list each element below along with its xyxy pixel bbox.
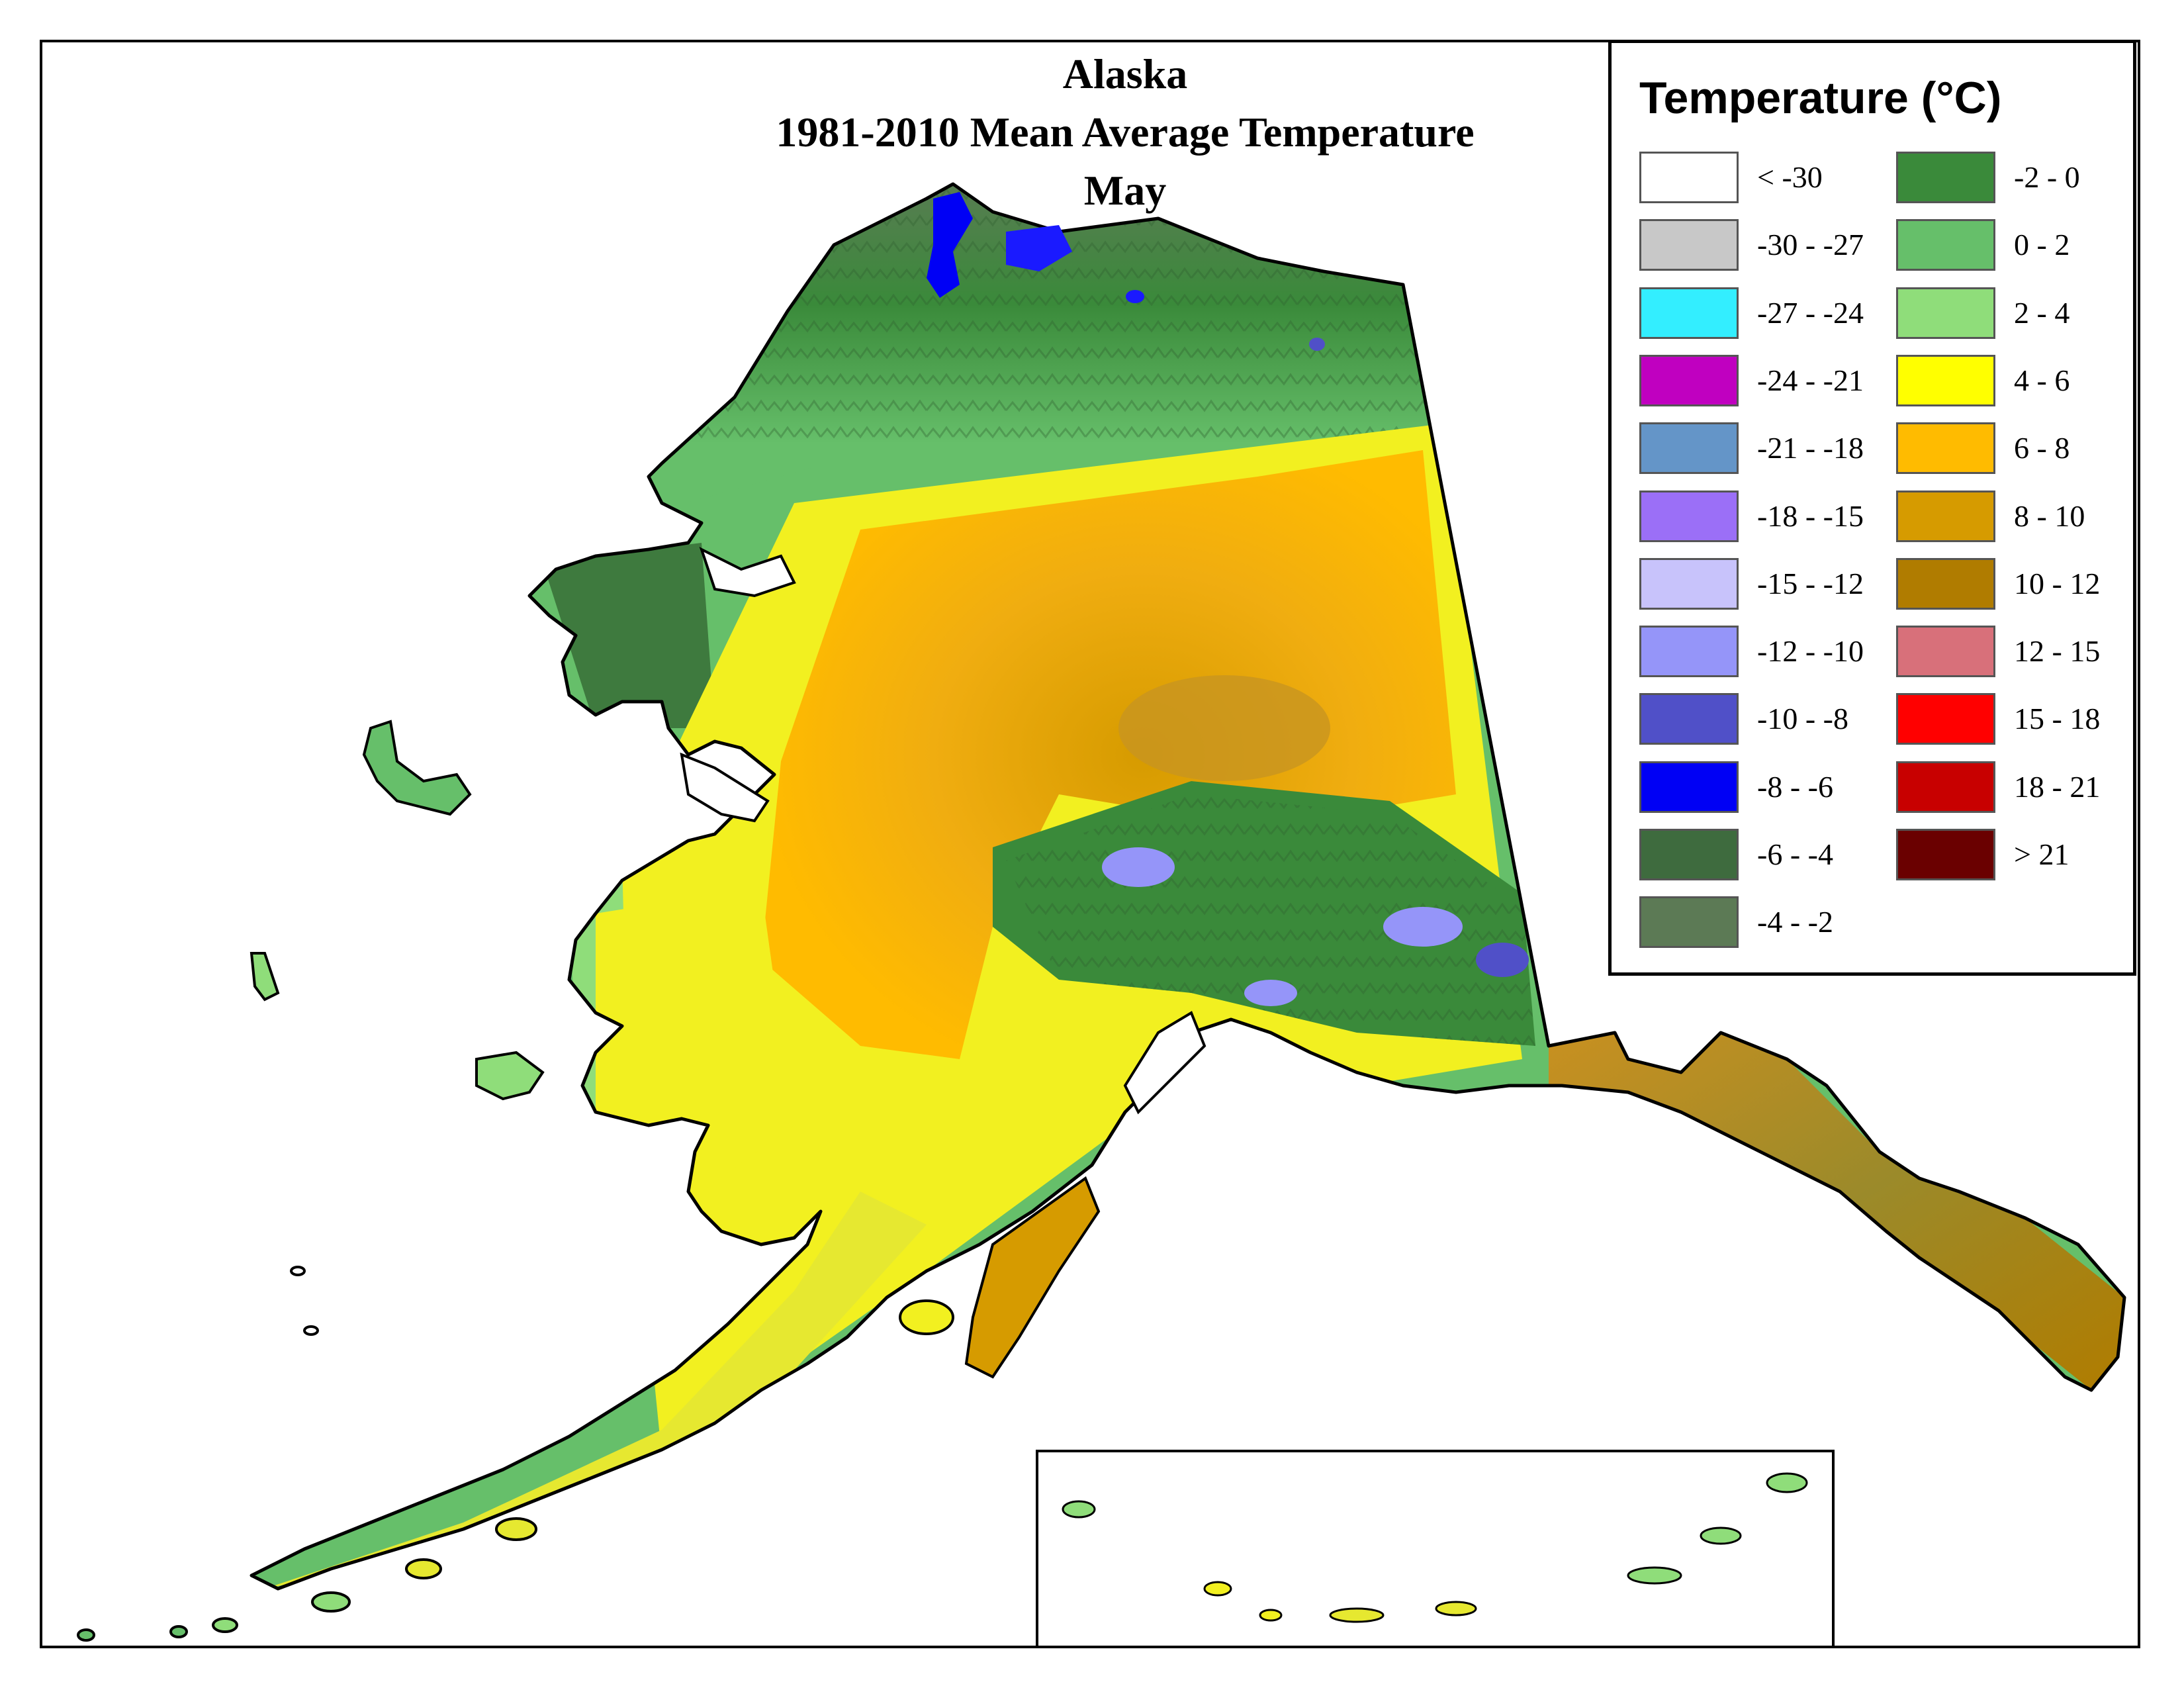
legend-swatch <box>1639 693 1739 745</box>
legend-label: -4 - -2 <box>1757 905 1833 939</box>
legend-label: -18 - -15 <box>1757 498 1864 533</box>
map-title: Alaska 1981-2010 Mean Average Temperatur… <box>662 45 1588 220</box>
title-line-region: Alaska <box>1062 50 1188 97</box>
legend-swatch <box>1896 422 1995 475</box>
legend-label: -2 - 0 <box>2014 160 2080 194</box>
aleutian-inset-box <box>1036 1450 1835 1648</box>
legend-title: Temperature (°C) <box>1639 73 2002 123</box>
inlets <box>680 547 1206 1115</box>
legend-label: 10 - 12 <box>2014 566 2101 600</box>
legend-label: -8 - -6 <box>1757 769 1833 804</box>
legend-label: -12 - -10 <box>1757 634 1864 669</box>
legend-swatch <box>1639 490 1739 542</box>
legend-label: < -30 <box>1757 160 1823 194</box>
st-lawrence-island <box>362 720 472 816</box>
legend-swatch <box>1639 219 1739 271</box>
legend-label: -6 - -4 <box>1757 837 1833 871</box>
legend-swatch <box>1639 287 1739 339</box>
legend-label: 8 - 10 <box>2014 498 2085 533</box>
islands <box>77 720 1101 1642</box>
legend-swatch <box>1896 829 1995 880</box>
legend-swatch <box>1896 693 1995 745</box>
legend-swatch <box>1639 422 1739 475</box>
legend-swatch <box>1639 354 1739 406</box>
title-line-period: 1981-2010 Mean Average Temperature <box>776 109 1475 156</box>
legend-swatch <box>1639 557 1739 610</box>
title-line-month: May <box>1083 167 1167 214</box>
legend-swatch <box>1896 152 1995 203</box>
legend-label: -24 - -21 <box>1757 363 1864 397</box>
legend-swatch <box>1896 626 1995 678</box>
legend-label: 0 - 2 <box>2014 228 2070 262</box>
legend-label: 18 - 21 <box>2014 769 2101 804</box>
legend-swatch <box>1896 354 1995 406</box>
legend-swatch <box>1639 896 1739 949</box>
legend-label: 15 - 18 <box>2014 702 2101 736</box>
legend-swatch <box>1896 490 1995 542</box>
legend-swatch <box>1896 557 1995 610</box>
legend-swatch <box>1639 761 1739 813</box>
legend-swatch <box>1896 761 1995 813</box>
kodiak-island <box>964 1176 1101 1379</box>
temperature-legend: Temperature (°C) < -30 -30 - -27 -27 - -24… <box>1608 40 2136 976</box>
legend-label: -27 - -24 <box>1757 295 1864 330</box>
legend-label: -15 - -12 <box>1757 566 1864 600</box>
cold-patches <box>927 192 1325 351</box>
legend-label: 12 - 15 <box>2014 634 2101 669</box>
legend-swatch <box>1639 152 1739 203</box>
nunivak-island <box>475 1051 545 1101</box>
legend-label: -21 - -18 <box>1757 431 1864 465</box>
legend-label: > 21 <box>2014 837 2070 871</box>
legend-swatch <box>1896 219 1995 271</box>
legend-label: 2 - 4 <box>2014 295 2070 330</box>
legend-swatch <box>1639 829 1739 880</box>
legend-swatch <box>1639 626 1739 678</box>
legend-label: 4 - 6 <box>2014 363 2070 397</box>
inset-aleutian-islands <box>1062 1472 1808 1623</box>
legend-swatch <box>1896 287 1995 339</box>
legend-label: -10 - -8 <box>1757 702 1848 736</box>
legend-label: -30 - -27 <box>1757 228 1864 262</box>
legend-label: 6 - 8 <box>2014 431 2070 465</box>
